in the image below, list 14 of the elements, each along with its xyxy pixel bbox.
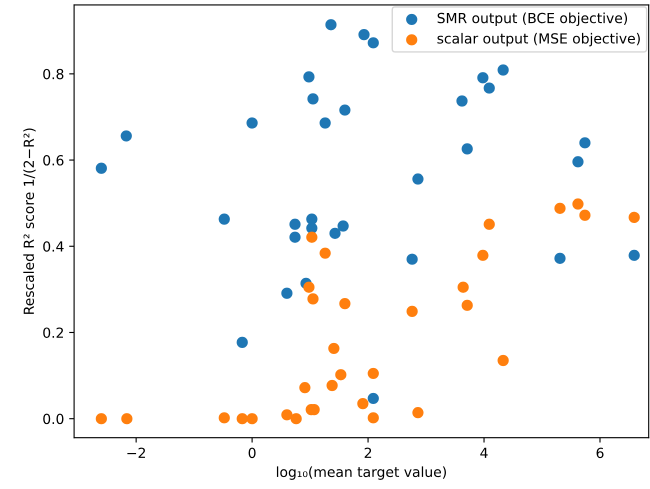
y-tick-label: 0.0 xyxy=(43,414,64,424)
x-tick-label: −2 xyxy=(127,448,145,458)
x-tick-label: 0 xyxy=(248,448,256,458)
y-axis-title: Rescaled R² score 1/(2−R²) xyxy=(23,128,36,314)
x-axis-title: log₁₀(mean target value) xyxy=(276,466,446,480)
legend-label: SMR output (BCE objective) xyxy=(438,12,628,26)
x-tick-label: 2 xyxy=(364,448,372,458)
x-tick-label: 6 xyxy=(596,448,604,458)
y-tick-label: 0.2 xyxy=(43,327,63,338)
legend-label: scalar output (MSE objective) xyxy=(437,32,640,46)
y-tick-label: 0.4 xyxy=(43,241,64,252)
x-tick-label: 4 xyxy=(480,448,488,458)
y-tick-label: 0.6 xyxy=(43,155,64,166)
y-tick-label: 0.8 xyxy=(43,68,64,80)
